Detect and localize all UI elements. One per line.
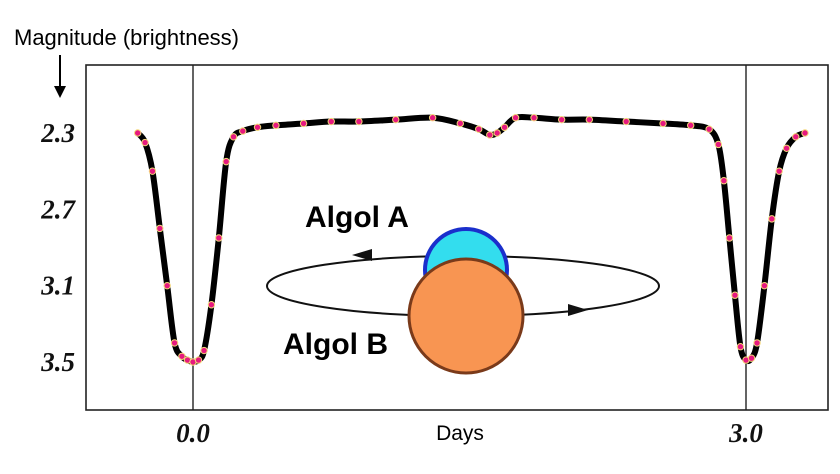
y-tick-labels: 2.3 2.7 3.1 3.5	[40, 118, 76, 377]
data-point	[299, 119, 308, 128]
data-point	[557, 115, 566, 124]
data-point	[194, 356, 203, 364]
data-point	[222, 157, 230, 166]
algol-b-label: Algol B	[283, 328, 388, 361]
data-point	[456, 119, 464, 128]
data-point	[207, 301, 216, 309]
data-point	[792, 133, 800, 141]
data-point	[705, 125, 713, 133]
data-point	[585, 115, 594, 124]
data-point	[486, 131, 494, 139]
data-point	[493, 129, 501, 137]
down-arrow-icon	[54, 55, 66, 98]
y-tick-label: 2.3	[40, 118, 75, 148]
orbit-arrow-right-icon	[568, 304, 588, 316]
data-point	[215, 234, 223, 242]
data-point	[760, 281, 769, 290]
x-tick-label: 3.0	[728, 418, 763, 448]
data-point	[428, 114, 437, 122]
orbit-arrow-left-icon	[352, 249, 372, 261]
data-point	[134, 129, 142, 137]
data-point	[327, 117, 335, 126]
data-point	[475, 125, 483, 133]
data-point	[775, 167, 783, 175]
data-point	[659, 119, 667, 128]
data-point	[801, 129, 809, 137]
y-axis-title: Magnitude (brightness)	[14, 25, 239, 50]
plot-frame	[85, 64, 829, 411]
x-tick-label: 0.0	[176, 418, 210, 448]
data-point	[747, 354, 756, 362]
data-point	[141, 138, 149, 147]
data-point	[720, 177, 728, 185]
data-point	[511, 114, 520, 122]
data-points	[134, 114, 809, 366]
data-point	[156, 224, 164, 233]
data-point	[355, 117, 363, 126]
data-point	[170, 339, 179, 347]
data-point	[272, 121, 280, 130]
data-point	[178, 352, 186, 360]
y-tick-label: 2.7	[40, 194, 76, 224]
data-point	[753, 339, 761, 347]
reference-lines	[192, 65, 747, 410]
data-point	[229, 133, 238, 141]
x-tick-labels: 0.0 3.0	[176, 418, 763, 448]
data-point	[622, 117, 630, 126]
data-point	[530, 114, 538, 122]
orbit-diagram: Algol A Algol B	[266, 201, 660, 375]
data-point	[736, 343, 745, 351]
x-axis-title: Days	[436, 422, 484, 445]
data-point	[163, 281, 171, 290]
data-point	[239, 127, 247, 135]
algol-b-star	[407, 257, 525, 375]
data-point	[200, 346, 208, 355]
data-point	[768, 215, 776, 223]
data-point	[500, 123, 509, 131]
data-point	[714, 140, 723, 149]
data-point	[392, 115, 400, 124]
data-point	[782, 144, 791, 152]
algol-a-label: Algol A	[305, 201, 409, 234]
y-tick-label: 3.1	[40, 271, 75, 301]
data-point	[725, 234, 734, 242]
data-point	[731, 291, 739, 299]
data-point	[148, 167, 157, 175]
data-point	[687, 121, 695, 130]
y-tick-label: 3.5	[40, 347, 75, 377]
data-point	[253, 123, 262, 131]
